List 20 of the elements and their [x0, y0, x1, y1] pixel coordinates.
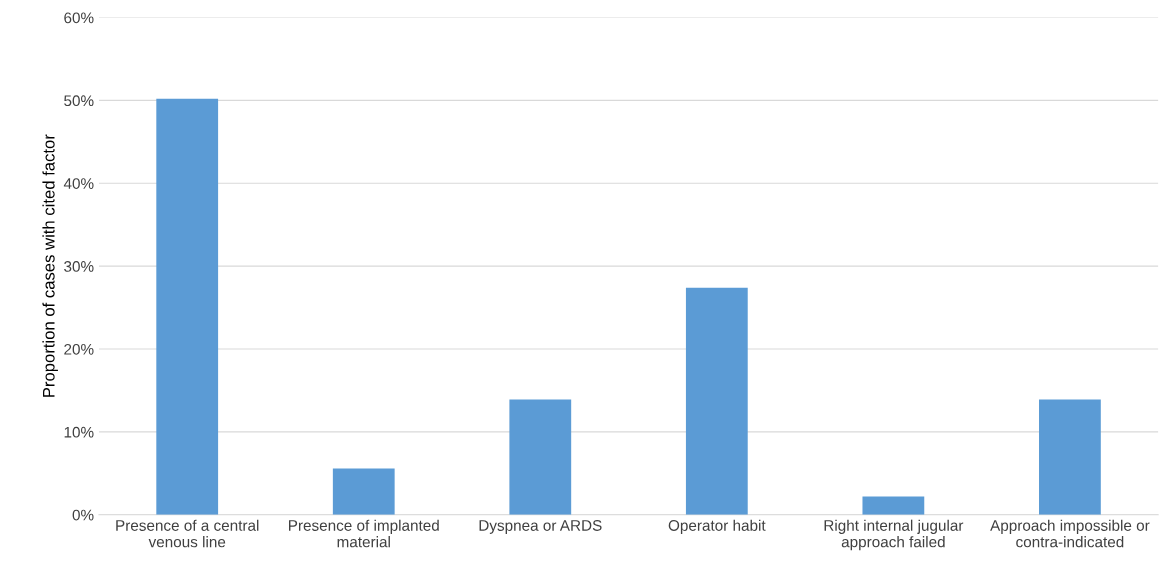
- x-tick-label: Presence of implanted material: [289, 519, 439, 548]
- x-tick-label: Right internal jugular approach failed: [824, 519, 964, 551]
- y-axis-title: Proportion of cases with cited factor: [42, 134, 58, 397]
- x-tick-label: Presence of a central venous line: [116, 519, 259, 548]
- y-tick-label: 30%: [64, 261, 94, 272]
- y-tick-label: 20%: [64, 343, 94, 355]
- bar: [332, 468, 395, 515]
- bar: [685, 287, 748, 515]
- bar: [1039, 399, 1101, 515]
- x-tick-label: Approach impossible or contra-indicated: [990, 519, 1150, 548]
- y-tick-label: 50%: [64, 95, 94, 107]
- bar: [156, 98, 219, 515]
- bar: [509, 399, 572, 515]
- bar: [862, 496, 925, 515]
- y-tick-label: 0%: [72, 509, 94, 521]
- x-tick-label: Operator habit: [668, 519, 766, 534]
- y-tick-label: 60%: [64, 12, 94, 24]
- x-tick-label: Dyspnea or ARDS: [479, 520, 602, 534]
- y-tick-label: 10%: [64, 426, 94, 438]
- y-tick-label: 40%: [63, 178, 94, 189]
